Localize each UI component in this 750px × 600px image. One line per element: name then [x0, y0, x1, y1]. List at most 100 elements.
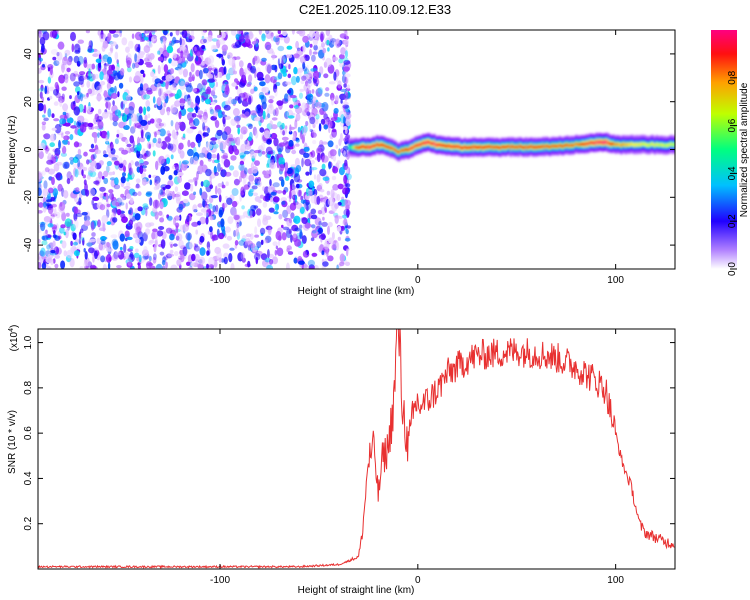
spectrogram-noise-speckle — [273, 196, 280, 203]
spectrogram-band-cell — [478, 145, 480, 149]
spectrogram-noise-speckle — [307, 79, 312, 84]
spectrogram-noise-speckle — [94, 149, 102, 155]
spectrogram-noise-speckle — [186, 215, 190, 223]
spectrogram-noise-speckle — [254, 234, 259, 238]
spectrogram-band-cell — [421, 142, 423, 146]
spectrogram-band-cell — [400, 149, 402, 153]
spectrogram-noise-speckle — [198, 256, 206, 265]
spectrogram-noise-speckle — [152, 199, 160, 209]
spectrogram-noise-speckle — [327, 150, 333, 159]
spectrogram-noise-speckle — [141, 129, 144, 139]
spectrogram-noise-speckle — [343, 137, 348, 142]
spectrogram-noise-speckle — [231, 200, 238, 208]
spectrogram-band-cell — [507, 145, 509, 149]
spectrogram-noise-speckle — [283, 54, 287, 64]
spectrogram-noise-speckle — [84, 251, 88, 260]
spectrogram-band-cell — [637, 143, 639, 147]
spectrogram-noise-speckle — [56, 51, 63, 61]
spectrogram-noise-speckle — [164, 93, 169, 97]
spectrogram-noise-speckle — [275, 34, 280, 38]
spectrogram-band-cell — [393, 147, 395, 151]
spectrogram-noise-speckle — [203, 67, 209, 74]
spectrogram-noise-speckle — [38, 202, 44, 208]
spectrogram-noise-speckle — [265, 63, 273, 73]
spectrogram-noise-speckle — [221, 111, 225, 115]
spectrogram-band-cell — [379, 144, 381, 148]
spectrogram-band-cell — [468, 145, 470, 149]
spectrogram-noise-speckle — [81, 169, 84, 177]
spectrogram-noise-speckle — [243, 67, 251, 75]
spectrogram-noise-speckle — [309, 162, 312, 168]
spectrogram-noise-speckle — [269, 258, 274, 265]
spectrogram-band-cell — [432, 141, 434, 145]
spectrogram-noise-speckle — [166, 215, 173, 221]
spectrogram-noise-speckle — [289, 126, 296, 130]
spectrogram-noise-speckle — [345, 228, 349, 235]
spectrogram-noise-speckle — [41, 43, 45, 53]
spectrogram-band-cell — [491, 146, 493, 150]
spectrogram-noise-speckle — [234, 117, 240, 123]
spectrogram-noise-speckle — [109, 177, 116, 181]
spectrogram-noise-speckle — [108, 189, 114, 194]
spectrogram-noise-speckle — [262, 239, 267, 244]
spectrogram-noise-speckle — [334, 95, 339, 104]
spectrogram-band-cell — [663, 144, 665, 148]
spectrogram-noise-speckle — [271, 51, 276, 61]
spectrogram-noise-speckle — [302, 35, 309, 43]
spectrogram-noise-speckle — [312, 123, 316, 129]
spectrogram-noise-speckle — [251, 244, 258, 253]
spectrogram-band-cell — [488, 144, 490, 149]
spectrogram-noise-speckle — [281, 224, 284, 229]
spectrogram-noise-speckle — [75, 187, 80, 193]
spectrogram-band-cell — [508, 144, 510, 148]
spectrogram-noise-speckle — [142, 73, 146, 78]
spectrogram-noise-speckle — [299, 55, 307, 64]
spectrogram-noise-speckle — [254, 160, 260, 167]
spectrogram-band-cell — [511, 144, 513, 148]
spectrogram-noise-speckle — [207, 127, 211, 134]
spectrogram-noise-speckle — [265, 30, 270, 35]
spectrogram-noise-speckle — [53, 246, 60, 255]
spectrogram-noise-speckle — [61, 63, 65, 73]
spectrogram-noise-speckle — [278, 142, 286, 147]
spectrogram-noise-speckle — [193, 118, 200, 127]
spectrogram-noise-speckle — [89, 162, 97, 173]
spectrogram-noise-speckle — [230, 155, 237, 161]
spectrogram-noise-speckle — [316, 37, 320, 41]
spectrogram-noise-speckle — [66, 117, 74, 124]
spectrogram-noise-speckle — [300, 127, 307, 137]
spectrogram-noise-speckle — [114, 51, 119, 61]
spectrogram-noise-speckle — [307, 189, 313, 196]
spectrogram-noise-speckle — [211, 154, 217, 159]
spectrogram-band-cell — [356, 145, 358, 149]
spectrogram-noise-speckle — [63, 231, 67, 236]
spectrogram-noise-speckle — [241, 74, 247, 84]
spectrogram-noise-speckle — [271, 117, 278, 121]
spectrogram-noise-speckle — [117, 250, 125, 260]
spectrogram-band-cell — [364, 145, 366, 149]
spectrogram-noise-speckle — [302, 73, 310, 80]
spectrogram-noise-speckle — [320, 118, 326, 125]
spectrogram-noise-speckle — [159, 189, 164, 195]
spectrogram-band-cell — [610, 142, 612, 146]
spectrogram-noise-speckle — [185, 232, 192, 241]
spectrogram-noise-speckle — [177, 63, 183, 69]
spectrogram-band-cell — [531, 144, 533, 148]
spectrogram-x-ticks: -100 0 100 — [210, 30, 624, 286]
spectrogram-noise-speckle — [146, 191, 153, 196]
spectrogram-noise-speckle — [119, 30, 123, 34]
spectrogram-noise-speckle — [41, 262, 47, 269]
spectrogram-band-cell — [456, 145, 458, 149]
spectrogram-noise-speckle — [237, 252, 244, 262]
spectrogram-noise-speckle — [317, 209, 323, 215]
spectrogram-noise-speckle — [169, 68, 174, 75]
spectrogram-band-cell — [607, 141, 609, 146]
spectrogram-noise-speckle — [277, 30, 281, 35]
spectrogram-band-cell — [651, 142, 653, 146]
spectrogram-noise-speckle — [207, 78, 215, 83]
spectrogram-band-cell — [537, 145, 539, 149]
spectrogram-noise-speckle — [346, 208, 350, 218]
spectrogram-band-cell — [601, 140, 603, 144]
spectrogram-noise-speckle — [337, 215, 343, 220]
spectrogram-noise-speckle — [344, 76, 348, 85]
